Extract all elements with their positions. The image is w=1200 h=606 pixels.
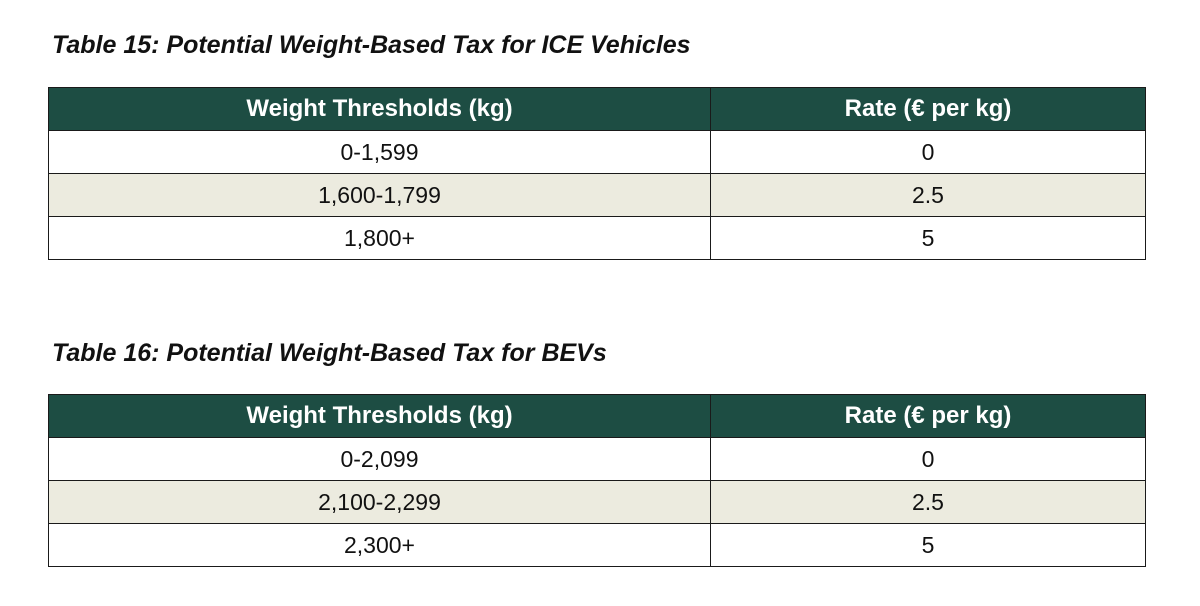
rate-cell: 2.5 <box>710 480 1146 524</box>
weight-tax-table-bev: Weight Thresholds (kg) Rate (€ per kg) 0… <box>48 394 1146 567</box>
column-header-weight-thresholds: Weight Thresholds (kg) <box>48 87 711 131</box>
table-row: 1,800+ 5 <box>48 216 1146 260</box>
table-header-row: Weight Thresholds (kg) Rate (€ per kg) <box>48 394 1146 438</box>
rate-cell: 0 <box>710 130 1146 174</box>
threshold-cell: 1,600-1,799 <box>48 173 711 217</box>
rate-cell: 0 <box>710 437 1146 481</box>
threshold-cell: 2,100-2,299 <box>48 480 711 524</box>
rate-cell: 5 <box>710 523 1146 567</box>
threshold-cell: 1,800+ <box>48 216 711 260</box>
rate-cell: 2.5 <box>710 173 1146 217</box>
threshold-cell: 0-2,099 <box>48 437 711 481</box>
table-row: 0-1,599 0 <box>48 130 1146 174</box>
column-header-rate: Rate (€ per kg) <box>710 87 1146 131</box>
table-row: 2,300+ 5 <box>48 523 1146 567</box>
table-row: 2,100-2,299 2.5 <box>48 480 1146 524</box>
table-header-row: Weight Thresholds (kg) Rate (€ per kg) <box>48 87 1146 131</box>
column-header-weight-thresholds: Weight Thresholds (kg) <box>48 394 711 438</box>
table-row: 0-2,099 0 <box>48 437 1146 481</box>
threshold-cell: 0-1,599 <box>48 130 711 174</box>
rate-cell: 5 <box>710 216 1146 260</box>
table-row: 1,600-1,799 2.5 <box>48 173 1146 217</box>
table-caption: Table 15: Potential Weight-Based Tax for… <box>52 31 691 59</box>
threshold-cell: 2,300+ <box>48 523 711 567</box>
table-caption: Table 16: Potential Weight-Based Tax for… <box>52 339 607 367</box>
weight-tax-table-ice: Weight Thresholds (kg) Rate (€ per kg) 0… <box>48 87 1146 260</box>
column-header-rate: Rate (€ per kg) <box>710 394 1146 438</box>
